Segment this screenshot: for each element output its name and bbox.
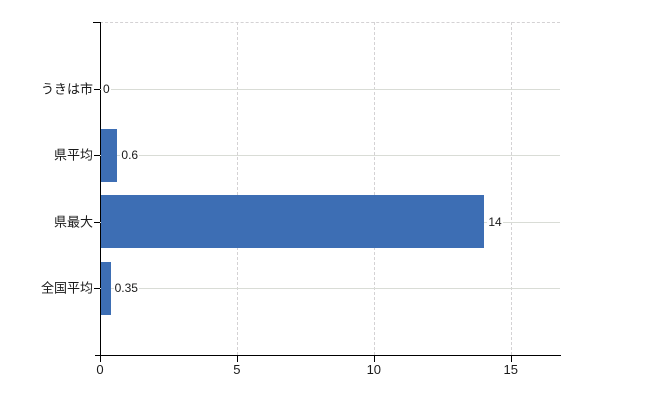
y-axis-end-tick bbox=[93, 22, 101, 23]
category-label: 県平均 bbox=[53, 147, 93, 163]
value-label: 0 bbox=[102, 81, 111, 96]
horizontal-gridline bbox=[100, 155, 560, 157]
y-axis-tick bbox=[94, 288, 100, 290]
bar bbox=[101, 261, 111, 315]
horizontal-gridline bbox=[100, 288, 560, 290]
vertical-gridline bbox=[236, 22, 238, 355]
bar bbox=[101, 128, 118, 182]
value-label: 14 bbox=[487, 214, 503, 229]
y-axis-line bbox=[100, 22, 101, 356]
x-axis-tick bbox=[510, 356, 512, 362]
x-axis-tick bbox=[100, 356, 101, 362]
x-axis-tick bbox=[373, 356, 375, 362]
vertical-gridline bbox=[510, 22, 512, 355]
x-tick-label: 15 bbox=[503, 362, 518, 377]
x-tick-label: 10 bbox=[366, 362, 382, 377]
x-axis-tick bbox=[236, 356, 238, 362]
value-label: 0.35 bbox=[113, 281, 139, 296]
x-tick-label: 5 bbox=[233, 362, 241, 377]
category-label: 全国平均 bbox=[40, 280, 93, 296]
vertical-gridline bbox=[373, 22, 375, 355]
category-label: うきは市 bbox=[40, 81, 93, 97]
y-axis-tick bbox=[94, 155, 100, 157]
y-axis-tick bbox=[94, 88, 100, 90]
y-axis-tick bbox=[94, 221, 100, 223]
horizontal-gridline bbox=[100, 88, 560, 90]
category-label: 県最大 bbox=[53, 214, 93, 230]
plot-top-border bbox=[100, 22, 560, 23]
x-axis-line bbox=[95, 355, 561, 356]
x-tick-label: 0 bbox=[96, 362, 104, 377]
bar bbox=[101, 195, 485, 249]
value-label: 0.6 bbox=[120, 148, 140, 163]
plot-area bbox=[100, 22, 560, 355]
